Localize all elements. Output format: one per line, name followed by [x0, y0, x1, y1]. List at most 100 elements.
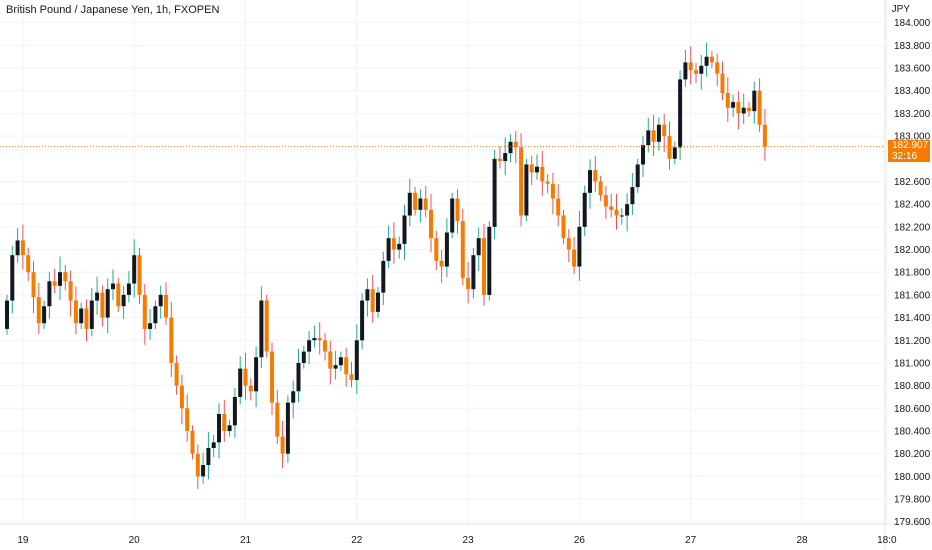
candle-down[interactable] [688, 46, 693, 85]
candle-up[interactable] [211, 434, 216, 458]
candle-down[interactable] [429, 193, 433, 253]
candle-up[interactable] [217, 403, 221, 459]
candle-up[interactable] [10, 246, 15, 314]
candle-down[interactable] [603, 186, 608, 219]
candle-up[interactable] [121, 285, 126, 319]
candle-down[interactable] [709, 51, 714, 69]
candle-down[interactable] [540, 150, 545, 196]
candle-down[interactable] [545, 174, 550, 193]
candle-up[interactable] [418, 189, 423, 223]
candle-down[interactable] [423, 186, 428, 218]
candle-up[interactable] [630, 172, 635, 215]
candle-up[interactable] [450, 192, 455, 239]
candle-up[interactable] [625, 193, 630, 232]
candle-down[interactable] [185, 394, 190, 442]
candle-up[interactable] [105, 278, 110, 334]
candle-down[interactable] [572, 237, 577, 274]
candle-up[interactable] [42, 300, 47, 329]
candle-down[interactable] [137, 247, 142, 304]
candle-down[interactable] [190, 425, 195, 460]
candle-up[interactable] [58, 256, 62, 300]
candle-up[interactable] [386, 225, 391, 269]
candle-up[interactable] [126, 271, 131, 303]
candle-up[interactable] [577, 210, 582, 281]
candle-down[interactable] [513, 131, 518, 164]
candle-down[interactable] [344, 348, 349, 387]
candle-down[interactable] [243, 352, 248, 400]
candle-down[interactable] [349, 361, 354, 388]
candle-up[interactable] [535, 154, 539, 180]
candle-up[interactable] [338, 351, 343, 371]
candle-up[interactable] [641, 136, 645, 177]
candle-down[interactable] [317, 322, 322, 355]
candle-down[interactable] [725, 77, 730, 122]
candle-up[interactable] [291, 380, 296, 419]
candle-down[interactable] [100, 285, 105, 327]
candle-down[interactable] [323, 332, 327, 361]
candle-up[interactable] [47, 272, 52, 319]
candle-up[interactable] [619, 208, 624, 225]
candle-down[interactable] [142, 284, 147, 345]
candle-up[interactable] [238, 356, 243, 405]
candle-down[interactable] [460, 208, 465, 286]
candle-up[interactable] [79, 302, 84, 329]
candle-down[interactable] [662, 113, 667, 152]
candle-down[interactable] [116, 277, 121, 312]
candle-down[interactable] [20, 224, 25, 270]
candle-down[interactable] [482, 224, 486, 306]
candle-down[interactable] [529, 155, 534, 185]
candle-up[interactable] [402, 204, 407, 260]
candle-down[interactable] [434, 230, 439, 270]
candle-up[interactable] [582, 185, 587, 236]
candle-down[interactable] [561, 209, 566, 244]
candle-down[interactable] [715, 53, 720, 87]
candle-down[interactable] [84, 299, 89, 342]
candle-up[interactable] [111, 269, 115, 300]
candle-up[interactable] [89, 288, 94, 337]
candle-down[interactable] [651, 114, 656, 156]
candle-up[interactable] [227, 419, 232, 437]
candle-up[interactable] [307, 331, 312, 365]
candle-up[interactable] [232, 387, 237, 438]
candle-up[interactable] [254, 346, 259, 408]
candle-up[interactable] [397, 236, 402, 259]
candle-down[interactable] [275, 390, 280, 445]
candle-up[interactable] [704, 42, 709, 77]
candle-down[interactable] [270, 342, 274, 416]
candle-down[interactable] [747, 102, 751, 117]
candle-up[interactable] [206, 432, 211, 480]
candle-down[interactable] [280, 420, 285, 468]
candle-down[interactable] [736, 91, 741, 130]
candle-down[interactable] [328, 340, 333, 385]
candle-down[interactable] [455, 189, 460, 234]
candle-down[interactable] [497, 146, 502, 169]
time-axis[interactable]: 19 20 21 22 23 26 27 28 18:0 [17, 535, 897, 546]
candle-down[interactable] [413, 187, 418, 216]
candle-up[interactable] [656, 117, 661, 151]
candle-up[interactable] [503, 137, 508, 176]
candle-up[interactable] [752, 81, 757, 124]
candle-down[interactable] [63, 264, 68, 291]
candle-down[interactable] [609, 193, 614, 218]
candle-up[interactable] [132, 239, 137, 298]
candle-up[interactable] [201, 452, 206, 484]
candle-up[interactable] [354, 324, 359, 395]
candle-up[interactable] [588, 159, 592, 209]
candle-down[interactable] [26, 247, 31, 282]
candle-up[interactable] [158, 285, 163, 319]
candle-down[interactable] [164, 282, 168, 325]
candle-up[interactable] [672, 141, 677, 165]
candle-up[interactable] [699, 55, 704, 90]
candle-down[interactable] [31, 261, 36, 314]
candlestick-series[interactable] [5, 42, 767, 489]
candle-up[interactable] [333, 351, 338, 380]
candle-up[interactable] [5, 294, 9, 335]
candle-down[interactable] [466, 262, 471, 304]
candle-down[interactable] [36, 282, 41, 335]
candle-down[interactable] [598, 175, 603, 201]
candle-up[interactable] [15, 227, 20, 263]
candle-up[interactable] [635, 158, 640, 193]
candle-up[interactable] [444, 218, 449, 278]
candle-down[interactable] [667, 121, 672, 170]
candle-up[interactable] [296, 348, 301, 403]
